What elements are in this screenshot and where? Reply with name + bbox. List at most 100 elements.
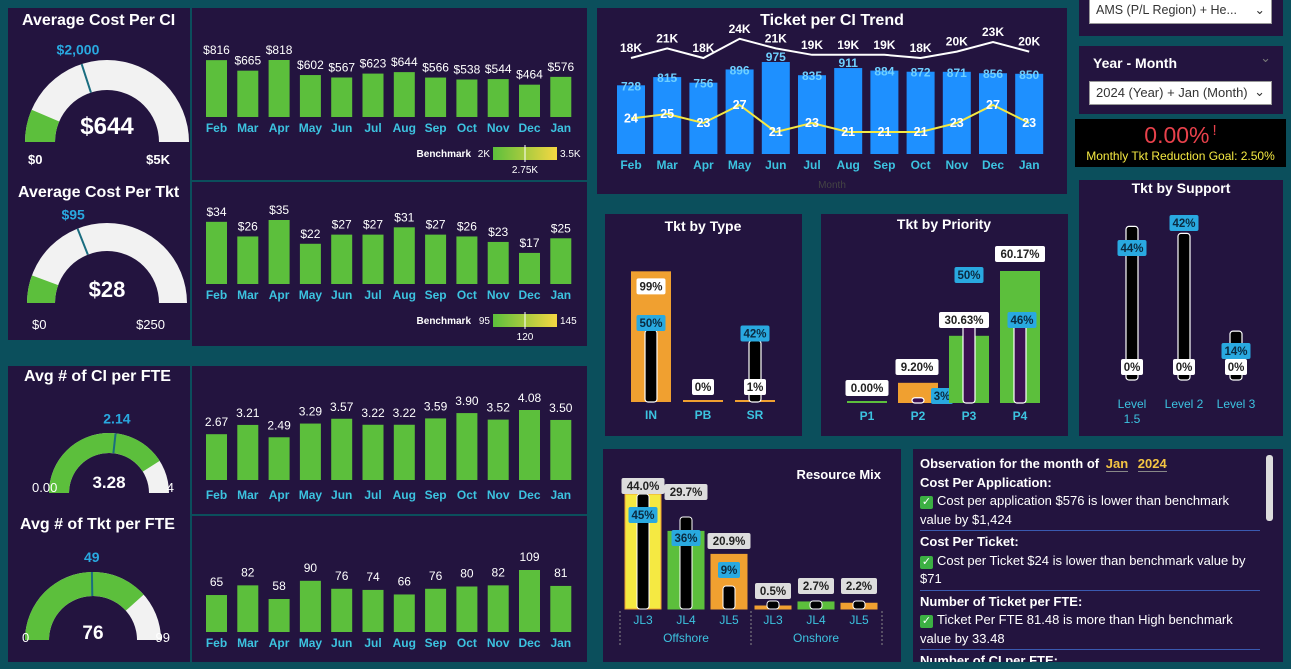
data-label: $538 [454, 63, 481, 77]
data-label: 3.52 [487, 401, 511, 415]
tick-label: Oct [911, 158, 931, 172]
observation-heading-text: Observation for the month of [920, 456, 1100, 471]
trend-bar-label: 871 [947, 66, 967, 80]
trend-line-label: 21 [769, 125, 783, 139]
data-label: 65 [210, 575, 224, 589]
check-icon: ✓ [920, 555, 933, 569]
goal-alert: ! [1212, 122, 1217, 139]
data-label: 66 [398, 574, 412, 588]
goal-value-row: 0.00%! [1075, 122, 1286, 149]
trend-bar-label: 872 [911, 66, 931, 80]
observation-section-text: ✓ Ticket Per FTE 81.48 is more than High … [920, 612, 1233, 646]
benchmark-max: 145 [560, 316, 577, 327]
trend-bar-label: 815 [657, 71, 677, 85]
tick-label: JL4 [806, 613, 826, 627]
chevron-down-icon: ⌄ [1254, 3, 1265, 17]
bar [362, 73, 384, 117]
gauge-title: Average Cost Per Tkt [18, 184, 180, 201]
observation-section-title: Cost Per Application: [920, 474, 1052, 490]
tick-label: P1 [860, 409, 875, 423]
mix-inner-label: 9% [721, 565, 738, 577]
gauge-fill [25, 572, 144, 640]
trend-line-label: 23 [1022, 116, 1036, 130]
tick-label: Mar [237, 288, 259, 302]
chevron-down-icon: ⌄ [1254, 84, 1265, 99]
mix-inner-bar [852, 600, 866, 610]
trend-line-label: 27 [986, 98, 1000, 112]
trend-bar-label: 850 [1019, 68, 1039, 82]
data-label: $27 [426, 218, 446, 232]
chart-tkt-by-support: Tkt by Support 44% 0% Level 1.5 42% 0% Level 2 1… [1079, 180, 1283, 436]
tick-label: May [299, 288, 323, 302]
mix-outer-label-bg [707, 533, 751, 549]
tick-label: Aug [393, 121, 416, 135]
bar [206, 434, 227, 480]
gauge-card-cost-per-ci: Average Cost Per CI $644 $2,000 $0 $5K [8, 8, 190, 180]
data-label: $23 [488, 225, 508, 239]
priority-inner-label: 3% [934, 391, 951, 403]
observation-panel[interactable]: Observation for the month of Jan 2024 Co… [913, 449, 1283, 662]
tick-label: Jan [550, 121, 571, 135]
period-select[interactable]: 2024 (Year) + Jan (Month) ⌄ [1089, 81, 1272, 105]
trend-bar [1015, 73, 1044, 154]
priority-outer-label: 60.17% [1000, 249, 1039, 261]
type-inner-label-bg [740, 325, 770, 342]
trend-line-label: 25 [660, 107, 674, 121]
gauge-target-marker [76, 228, 89, 256]
observation-section-text: ✓ Cost per application $576 is lower than… [920, 493, 1229, 527]
bar [206, 60, 227, 117]
trend-bar-label: 756 [693, 77, 713, 91]
chevron-down-icon[interactable]: ⌄ [1260, 50, 1271, 65]
bar [487, 79, 509, 117]
bar [268, 437, 290, 480]
scrollbar[interactable] [1266, 455, 1273, 521]
trend-line-label: 21 [841, 125, 855, 139]
data-label: 3.90 [455, 394, 479, 408]
bar [237, 585, 259, 632]
tick-label: May [299, 488, 323, 502]
tick-label: Oct [457, 288, 477, 302]
bar [393, 72, 415, 117]
tick-label: P3 [962, 409, 977, 423]
mix-outer-label: 29.7% [670, 487, 703, 499]
gauge-target-label: $2,000 [57, 42, 100, 58]
data-label: 74 [366, 570, 380, 584]
data-label: $818 [266, 43, 293, 57]
trend-bar [761, 62, 790, 154]
trend-bar [906, 71, 935, 154]
tick-label: Aug [837, 158, 860, 172]
goal-value: 0.00% [1144, 122, 1210, 148]
bar [299, 75, 321, 117]
chart-cost-per-tkt: $34 Feb $26 Mar $35 Apr $22 May $27 Jun $27 Jul $31 A… [192, 182, 587, 346]
gauge-max-label: 4 [167, 480, 174, 495]
gauge-title: Avg # of CI per FTE [24, 368, 171, 385]
type-inner-label: 42% [743, 329, 766, 341]
trend-line-label: 24K [729, 22, 751, 36]
data-label: 3.29 [299, 405, 323, 419]
tick-label: Jul [364, 636, 381, 650]
priority-outer-label-bg [939, 312, 989, 328]
gauge-track [25, 60, 189, 142]
priority-outer-label-bg [995, 246, 1045, 262]
trend-bar-label: 884 [874, 65, 894, 79]
region-select[interactable]: AMS (P/L Region) + He... ⌄ [1089, 0, 1272, 24]
tick-label: Oct [457, 636, 477, 650]
gauge-max-label: $250 [136, 317, 165, 332]
bar [237, 70, 259, 117]
support-inner-label: 0% [1176, 362, 1193, 374]
chart-title: Ticket per CI Trend [760, 12, 904, 29]
tick-label: Dec [518, 288, 540, 302]
gauge-value: $644 [80, 113, 134, 140]
trend-line-label: 21K [765, 31, 787, 45]
group-label: Offshore [663, 631, 709, 645]
data-label: $567 [328, 60, 355, 74]
goal-card: 0.00%! Monthly Tkt Reduction Goal: 2.50% [1075, 119, 1286, 167]
data-label: $34 [206, 205, 226, 219]
tick-label: Mar [657, 158, 679, 172]
data-label: 3.57 [330, 400, 354, 414]
support-inner-label: 0% [1228, 362, 1245, 374]
trend-line-yellow [630, 103, 1030, 134]
gauge-fill [27, 275, 59, 303]
tick-label: Oct [457, 488, 477, 502]
support-outer-label: 42% [1172, 218, 1195, 230]
